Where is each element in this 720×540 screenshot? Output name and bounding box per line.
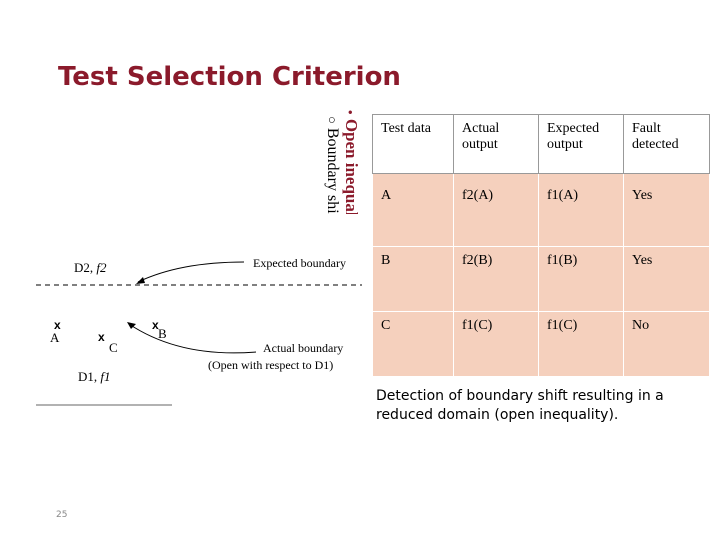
point-a-mark: x xyxy=(54,318,61,332)
cell-actual-output: f2(A) xyxy=(453,173,539,247)
cell-expected-output: f1(A) xyxy=(538,173,624,247)
page-number: 25 xyxy=(56,510,68,520)
expected-boundary-label: Expected boundary xyxy=(253,256,346,270)
cell-fault-detected: No xyxy=(623,311,710,377)
cell-fault-detected: Yes xyxy=(623,246,710,312)
boundary-diagram-lines xyxy=(36,261,362,406)
cell-test-data: C xyxy=(372,311,454,377)
cell-fault-detected: Yes xyxy=(623,173,710,247)
point-c-mark: x xyxy=(98,330,105,344)
test-results-table: Test data Actual output Expected output … xyxy=(372,114,710,377)
point-b-mark: x xyxy=(152,318,159,332)
point-a-label: A xyxy=(50,330,60,345)
cell-expected-output: f1(B) xyxy=(538,246,624,312)
bullet-marker-2: ○ xyxy=(325,116,340,124)
expected-arrow xyxy=(137,261,245,283)
d1-label: D1, f1 xyxy=(78,369,111,384)
header-test-data: Test data xyxy=(372,114,454,174)
slide-title: Test Selection Criterion xyxy=(58,62,401,92)
point-b-label: B xyxy=(158,326,167,341)
table-caption: Detection of boundary shift resulting in… xyxy=(376,388,664,423)
table-header-row: Test data Actual output Expected output … xyxy=(372,114,710,174)
open-note-label: (Open with respect to D1) xyxy=(208,358,334,372)
table-row: B f2(B) f1(B) Yes xyxy=(372,246,710,312)
bullet-level2-text: Boundary shift resulting in a reduced do… xyxy=(324,128,341,214)
bullet-level1-text: Open inequality boundary xyxy=(342,119,360,214)
cell-actual-output: f2(B) xyxy=(453,246,539,312)
bullet-list: • Open inequality boundary ○ Boundary sh… xyxy=(62,110,360,214)
d2-label: D2, f2 xyxy=(74,260,107,275)
bullet-marker-1: • xyxy=(343,110,358,115)
header-actual-output: Actual output xyxy=(453,114,539,174)
expected-arrowhead xyxy=(136,277,145,284)
header-fault-detected: Fault detected xyxy=(623,114,710,174)
boundary-diagram: D2, f2 Expected boundary x A x B x C Act… xyxy=(30,240,370,410)
cell-actual-output: f1(C) xyxy=(453,311,539,377)
bullet-list-rotated: • Open inequality boundary ○ Boundary sh… xyxy=(323,110,360,214)
cell-test-data: A xyxy=(372,173,454,247)
actual-boundary-label: Actual boundary xyxy=(263,341,344,355)
actual-arrow xyxy=(128,323,257,354)
bullet-level1: • Open inequality boundary xyxy=(341,110,360,214)
cell-test-data: B xyxy=(372,246,454,312)
actual-arrowhead xyxy=(127,322,136,329)
bullet-level2: ○ Boundary shift resulting in a reduced … xyxy=(323,110,341,214)
header-expected-output: Expected output xyxy=(538,114,624,174)
table-row: A f2(A) f1(A) Yes xyxy=(372,173,710,247)
table-row: C f1(C) f1(C) No xyxy=(372,311,710,377)
cell-expected-output: f1(C) xyxy=(538,311,624,377)
point-c-label: C xyxy=(109,340,118,355)
